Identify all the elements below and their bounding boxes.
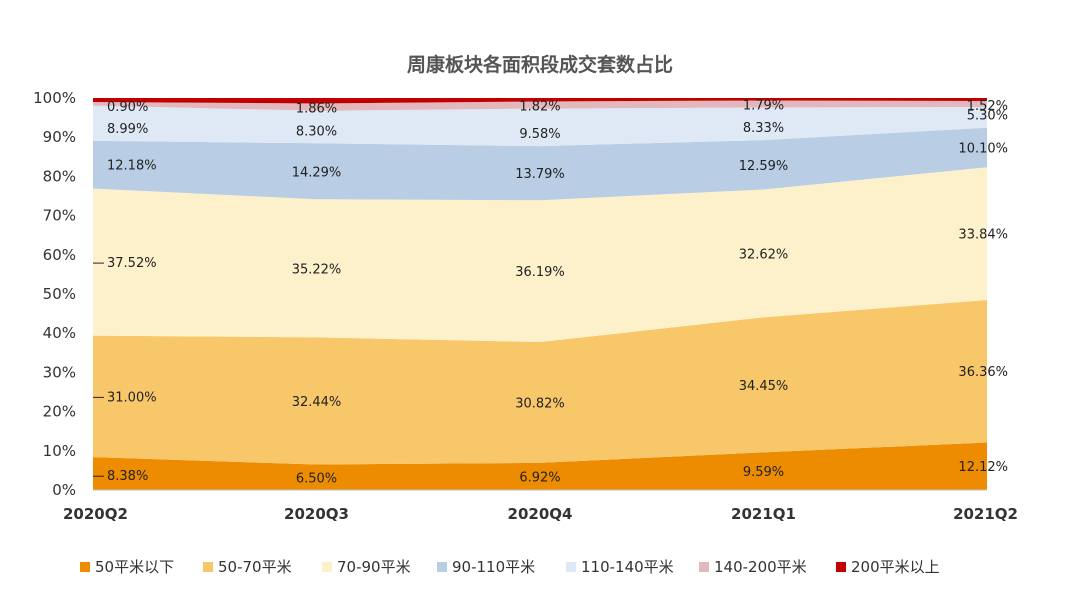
data-label: 12.18% — [107, 159, 157, 174]
legend-item: 200平米以上 — [836, 556, 940, 577]
legend-swatch — [80, 561, 90, 572]
y-tick-label: 90% — [43, 128, 76, 146]
y-tick-label: 30% — [43, 363, 76, 381]
legend-item: 50平米以下 — [80, 556, 174, 577]
legend-swatch — [437, 561, 447, 572]
legend-item: 70-90平米 — [322, 556, 411, 577]
legend-swatch — [836, 561, 846, 572]
y-tick-label: 40% — [43, 324, 76, 342]
legend-label: 70-90平米 — [337, 558, 411, 576]
legend: 50平米以下 50-70平米 70-90平米 90-110平米 110-140平米 140… — [0, 556, 1080, 582]
legend-item: 90-110平米 — [437, 556, 535, 577]
data-label: 8.30% — [296, 124, 337, 139]
data-label: 10.10% — [958, 142, 1008, 157]
legend-item: 110-140平米 — [566, 556, 674, 577]
data-label: 6.92% — [519, 470, 560, 485]
data-label: 33.84% — [958, 228, 1008, 243]
data-label: 1.52% — [967, 99, 1008, 114]
chart-title: 周康板块各面积段成交套数占比 — [406, 54, 673, 76]
x-axis: 2020Q2 2020Q3 2020Q4 2021Q1 2021Q2 — [63, 489, 1018, 523]
legend-label: 90-110平米 — [452, 558, 536, 576]
x-tick-label: 2021Q2 — [953, 505, 1018, 523]
data-label: 36.19% — [515, 265, 565, 280]
legend-swatch — [203, 561, 213, 572]
data-label: 30.82% — [515, 396, 565, 411]
legend-label: 110-140平米 — [581, 558, 674, 576]
area-series-2 — [93, 167, 987, 343]
data-labels: 8.38% 6.50% 6.92% 9.59% 12.12% 31.00% 32.44% 30… — [93, 98, 1008, 486]
y-tick-label: 100% — [33, 89, 76, 107]
data-label: 5.30% — [967, 109, 1008, 124]
area-series-1 — [93, 299, 987, 465]
y-tick-label: 50% — [43, 285, 76, 303]
data-label: 13.79% — [515, 167, 565, 182]
y-tick-label: 20% — [43, 403, 76, 421]
data-label: 1.82% — [519, 99, 560, 114]
legend-label: 200平米以上 — [851, 558, 940, 576]
y-tick-label: 0% — [52, 481, 76, 499]
data-label: 32.44% — [292, 395, 342, 410]
areas-layer — [93, 98, 987, 490]
data-label: 9.58% — [519, 127, 560, 142]
legend-swatch — [699, 561, 709, 572]
area-series-6 — [93, 98, 987, 104]
data-label: 12.59% — [739, 159, 789, 174]
area-series-4 — [93, 105, 987, 147]
legend-item: 50-70平米 — [203, 556, 292, 577]
x-tick-label: 2021Q1 — [731, 505, 796, 523]
data-label: 14.29% — [292, 165, 342, 180]
legend-label: 50平米以下 — [95, 558, 175, 576]
data-label: 32.62% — [739, 247, 789, 262]
data-label: 1.79% — [743, 98, 784, 113]
x-tick-label: 2020Q3 — [284, 505, 349, 523]
data-label: 8.99% — [107, 122, 148, 137]
y-axis: 0% 10% 20% 30% 40% 50% 60% 70% 80% 90% 100% — [33, 89, 76, 499]
x-tick-label: 2020Q2 — [63, 505, 128, 523]
data-label: 9.59% — [743, 465, 784, 480]
x-tick-label: 2020Q4 — [508, 505, 573, 523]
legend-label: 140-200平米 — [714, 558, 807, 576]
data-label: 31.00% — [107, 390, 157, 405]
area-series-3 — [93, 127, 987, 201]
area-series-5 — [93, 100, 987, 111]
y-tick-label: 70% — [43, 207, 76, 225]
legend-swatch — [322, 561, 332, 572]
data-label: 8.33% — [743, 121, 784, 136]
data-label: 8.38% — [107, 469, 148, 484]
legend-label: 50-70平米 — [218, 558, 292, 576]
data-label: 0.90% — [107, 100, 148, 115]
y-tick-label: 80% — [43, 167, 76, 185]
data-label: 37.52% — [107, 256, 157, 271]
data-label: 1.86% — [296, 101, 337, 116]
data-label: 35.22% — [292, 262, 342, 277]
data-label: 34.45% — [739, 379, 789, 394]
data-label: 36.36% — [958, 365, 1008, 380]
legend-swatch — [566, 561, 576, 572]
legend-item: 140-200平米 — [699, 556, 807, 577]
data-label: 6.50% — [296, 471, 337, 486]
area-series-0 — [93, 442, 987, 490]
y-tick-label: 10% — [43, 442, 76, 460]
y-tick-label: 60% — [43, 246, 76, 264]
data-label: 12.12% — [958, 460, 1008, 475]
